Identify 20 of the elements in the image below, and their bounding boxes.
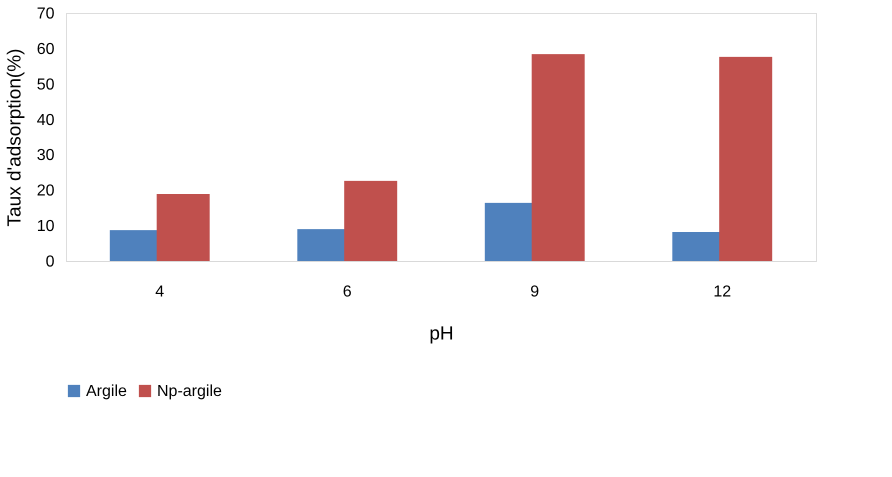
bar: [532, 54, 585, 261]
bar: [344, 180, 398, 261]
bar: [156, 194, 210, 261]
y-tick-label: 30: [36, 147, 55, 164]
legend-label: Np-argile: [157, 383, 222, 400]
y-tick-label: 20: [36, 182, 55, 200]
y-tick-label: 10: [36, 218, 55, 236]
x-tick-label: 4: [155, 284, 164, 300]
y-tick-label: 40: [36, 112, 55, 129]
y-axis-title: Taux d'adsorption(%): [4, 48, 26, 226]
x-tick-label: 12: [713, 284, 732, 300]
y-tick-label: 70: [36, 6, 55, 22]
bar: [719, 56, 772, 261]
y-tick-label: 0: [46, 254, 55, 270]
x-tick-label: 6: [342, 284, 352, 300]
y-tick-label: 60: [36, 40, 55, 58]
x-axis-title: pH: [429, 324, 454, 344]
legend-label: Argile: [86, 383, 128, 400]
x-tick-label: 9: [530, 284, 540, 300]
y-tick-label: 50: [36, 76, 55, 94]
